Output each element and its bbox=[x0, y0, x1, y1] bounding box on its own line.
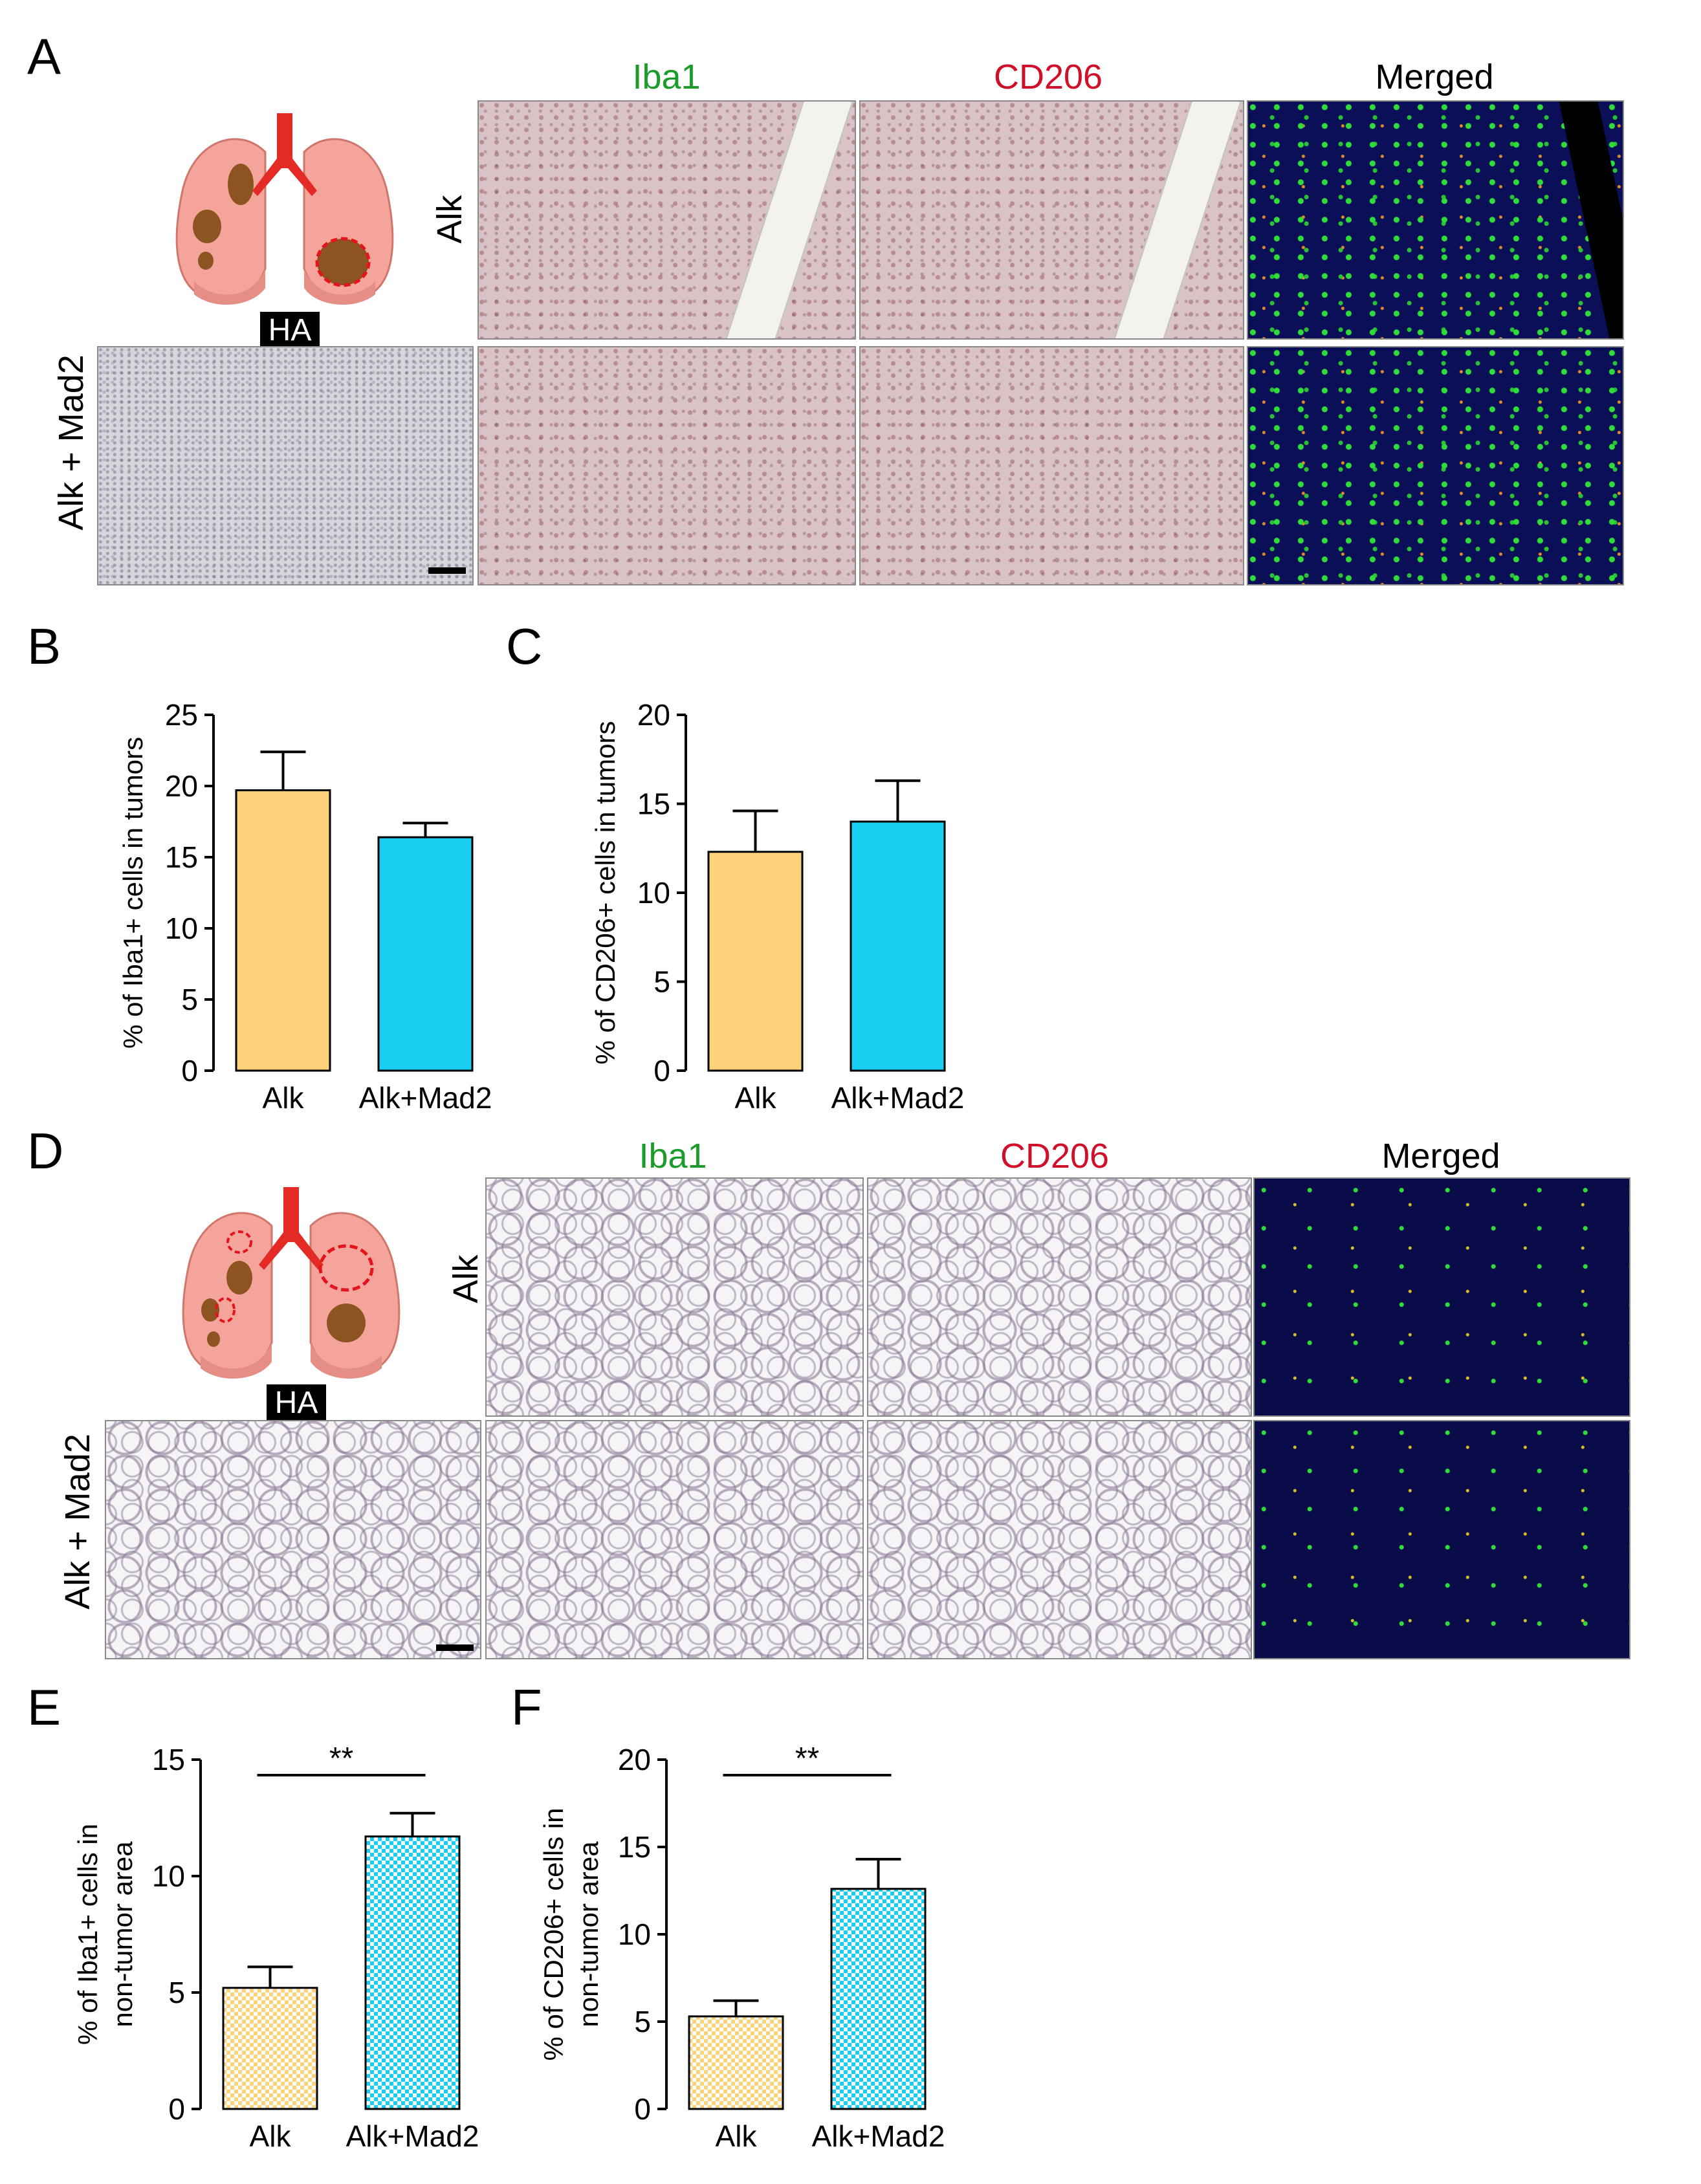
y-tick-label: 20 bbox=[618, 1743, 651, 1776]
lung-diagram-a bbox=[175, 113, 394, 305]
row-label-alk-mad2-a: Alk + Mad2 bbox=[52, 355, 91, 530]
y-tick-label: 0 bbox=[181, 1054, 198, 1087]
y-tick-label: 5 bbox=[168, 1976, 185, 2009]
x-tick-label: Alk bbox=[716, 2119, 758, 2153]
ihc-image-alk-mad2-iba1 bbox=[477, 346, 856, 585]
fluorescence-image-alk-mad2-merged-nontumor bbox=[1253, 1420, 1630, 1659]
y-tick-label: 0 bbox=[634, 2092, 651, 2126]
bar-alk-mad2 bbox=[830, 1888, 927, 2110]
ihc-image-alk-mad2-cd206-nontumor bbox=[867, 1420, 1252, 1659]
he-image-alk-mad2-nontumor bbox=[105, 1420, 481, 1659]
col-title-merged-a: Merged bbox=[1375, 58, 1494, 96]
ihc-image-alk-iba1-nontumor bbox=[485, 1177, 864, 1417]
ihc-image-alk-cd206-nontumor bbox=[867, 1177, 1252, 1417]
fluorescence-image-alk-merged-nontumor bbox=[1253, 1177, 1630, 1417]
ihc-image-alk-iba1 bbox=[477, 100, 856, 340]
y-tick-label: 0 bbox=[653, 1054, 670, 1087]
x-tick-label: Alk bbox=[263, 1081, 305, 1115]
y-tick-label: 15 bbox=[637, 787, 670, 821]
scale-bar-d bbox=[436, 1644, 474, 1651]
he-image-alk-mad2 bbox=[97, 346, 474, 585]
x-tick-label: Alk+Mad2 bbox=[831, 1081, 965, 1115]
panel-label-a: A bbox=[27, 28, 61, 85]
x-tick-label: Alk+Mad2 bbox=[346, 2119, 479, 2153]
x-tick-label: Alk+Mad2 bbox=[359, 1081, 492, 1115]
bar-alk-mad2 bbox=[364, 1835, 461, 2110]
col-title-iba1-a: Iba1 bbox=[632, 58, 701, 96]
row-label-alk-mad2-d: Alk + Mad2 bbox=[58, 1434, 97, 1610]
panel-label-d: D bbox=[27, 1122, 64, 1179]
y-axis-label: % of Iba1+ cells in bbox=[72, 1824, 103, 2045]
fluorescence-image-alk-mad2-merged bbox=[1247, 346, 1624, 585]
panel-label-b: B bbox=[27, 618, 61, 675]
col-title-merged-d: Merged bbox=[1381, 1137, 1500, 1175]
panel-label-e: E bbox=[27, 1679, 61, 1736]
y-tick-label: 20 bbox=[165, 769, 198, 803]
y-axis-label: % of CD206+ cells in tumors bbox=[590, 721, 620, 1064]
y-axis-label: % of CD206+ cells in bbox=[538, 1807, 569, 2060]
bar-chart-c: 0 5 10 15 20 % of CD206+ cells in tumors Alk Al… bbox=[590, 698, 965, 1115]
y-tick-label: 10 bbox=[618, 1917, 651, 1951]
significance-label: ** bbox=[795, 1742, 819, 1776]
y-tick-label: 15 bbox=[165, 840, 198, 874]
scale-bar-a bbox=[428, 567, 466, 574]
row-label-alk-a: Alk bbox=[430, 195, 469, 244]
x-tick-label: Alk+Mad2 bbox=[812, 2119, 945, 2153]
bar-alk-mad2 bbox=[377, 836, 474, 1072]
bar-alk bbox=[235, 789, 331, 1072]
y-tick-label: 15 bbox=[618, 1830, 651, 1864]
y-tick-label: 15 bbox=[152, 1743, 185, 1776]
ihc-image-alk-mad2-iba1-nontumor bbox=[485, 1420, 864, 1659]
y-axis-label: % of Iba1+ cells in tumors bbox=[118, 737, 148, 1049]
y-tick-label: 5 bbox=[653, 965, 670, 999]
lung-diagram-d bbox=[182, 1187, 401, 1379]
bar-alk bbox=[222, 1987, 318, 2110]
bar-alk bbox=[688, 2015, 784, 2110]
panel-label-c: C bbox=[506, 618, 543, 675]
y-tick-label: 10 bbox=[152, 1859, 185, 1893]
y-tick-label: 5 bbox=[181, 983, 198, 1016]
col-title-iba1-d: Iba1 bbox=[639, 1137, 707, 1175]
row-label-alk-d: Alk bbox=[446, 1254, 485, 1304]
fluorescence-image-alk-merged bbox=[1247, 100, 1624, 340]
bar-alk bbox=[707, 851, 804, 1072]
ha-label-a: HA bbox=[260, 312, 320, 349]
col-title-cd206-d: CD206 bbox=[1000, 1137, 1110, 1175]
bar-chart-b: 0 5 10 15 20 25 % of Iba1+ cells in tumors Alk A… bbox=[118, 698, 492, 1115]
y-tick-label: 10 bbox=[165, 912, 198, 945]
significance-label: ** bbox=[329, 1742, 353, 1776]
bar-chart-f: 0 5 10 15 20 % of CD206+ cells in non-tumor ar… bbox=[538, 1742, 945, 2153]
panel-label-f: F bbox=[511, 1679, 542, 1736]
bar-chart-e: 0 5 10 15 % of Iba1+ cells in non-tumor area A… bbox=[72, 1742, 479, 2153]
ihc-image-alk-cd206 bbox=[859, 100, 1244, 340]
y-tick-label: 0 bbox=[168, 2092, 185, 2126]
y-tick-label: 5 bbox=[634, 2005, 651, 2038]
bar-alk-mad2 bbox=[850, 820, 946, 1072]
ha-label-d: HA bbox=[267, 1384, 326, 1422]
y-axis-label: non-tumor area bbox=[107, 1841, 138, 2027]
y-tick-label: 20 bbox=[637, 698, 670, 732]
y-axis-label: non-tumor area bbox=[573, 1841, 604, 2027]
x-tick-label: Alk bbox=[250, 2119, 292, 2153]
y-tick-label: 10 bbox=[637, 876, 670, 910]
y-tick-label: 25 bbox=[165, 698, 198, 732]
x-tick-label: Alk bbox=[735, 1081, 777, 1115]
col-title-cd206-a: CD206 bbox=[993, 58, 1103, 96]
ihc-image-alk-mad2-cd206 bbox=[859, 346, 1244, 585]
